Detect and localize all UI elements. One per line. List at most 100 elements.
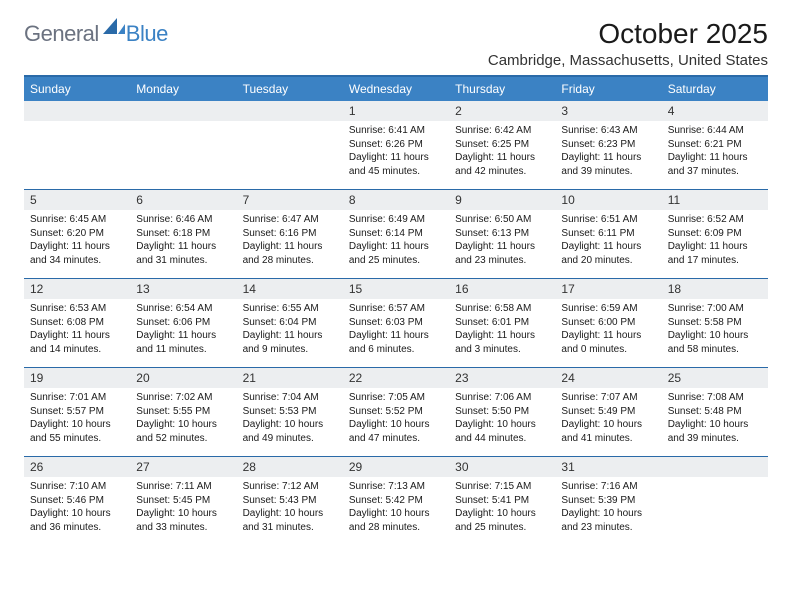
daylight-text: Daylight: 11 hours and 45 minutes. <box>349 151 443 178</box>
daylight-text: Daylight: 11 hours and 23 minutes. <box>455 240 549 267</box>
calendar-day: 19Sunrise: 7:01 AMSunset: 5:57 PMDayligh… <box>24 368 130 456</box>
weekday-header: Tuesday <box>237 77 343 101</box>
daylight-text: Daylight: 11 hours and 34 minutes. <box>30 240 124 267</box>
sunset-text: Sunset: 5:39 PM <box>561 494 655 508</box>
calendar-day: 10Sunrise: 6:51 AMSunset: 6:11 PMDayligh… <box>555 190 661 278</box>
calendar-day-empty <box>662 457 768 545</box>
sunset-text: Sunset: 5:42 PM <box>349 494 443 508</box>
daylight-text: Daylight: 10 hours and 52 minutes. <box>136 418 230 445</box>
sunset-text: Sunset: 5:57 PM <box>30 405 124 419</box>
sunrise-text: Sunrise: 7:08 AM <box>668 391 762 405</box>
daylight-text: Daylight: 10 hours and 28 minutes. <box>349 507 443 534</box>
sunset-text: Sunset: 6:14 PM <box>349 227 443 241</box>
title-block: October 2025 Cambridge, Massachusetts, U… <box>488 18 768 69</box>
calendar-day: 15Sunrise: 6:57 AMSunset: 6:03 PMDayligh… <box>343 279 449 367</box>
day-details: Sunrise: 7:00 AMSunset: 5:58 PMDaylight:… <box>662 299 768 360</box>
day-number: 20 <box>130 368 236 388</box>
day-number: 1 <box>343 101 449 121</box>
calendar-day: 18Sunrise: 7:00 AMSunset: 5:58 PMDayligh… <box>662 279 768 367</box>
sunset-text: Sunset: 5:45 PM <box>136 494 230 508</box>
day-number: 27 <box>130 457 236 477</box>
day-details: Sunrise: 7:05 AMSunset: 5:52 PMDaylight:… <box>343 388 449 449</box>
daylight-text: Daylight: 11 hours and 0 minutes. <box>561 329 655 356</box>
daylight-text: Daylight: 10 hours and 33 minutes. <box>136 507 230 534</box>
sunset-text: Sunset: 5:55 PM <box>136 405 230 419</box>
day-details: Sunrise: 7:06 AMSunset: 5:50 PMDaylight:… <box>449 388 555 449</box>
sunset-text: Sunset: 6:06 PM <box>136 316 230 330</box>
daylight-text: Daylight: 10 hours and 47 minutes. <box>349 418 443 445</box>
sunrise-text: Sunrise: 7:05 AM <box>349 391 443 405</box>
sunset-text: Sunset: 6:18 PM <box>136 227 230 241</box>
day-details: Sunrise: 7:16 AMSunset: 5:39 PMDaylight:… <box>555 477 661 538</box>
sunset-text: Sunset: 5:48 PM <box>668 405 762 419</box>
day-details: Sunrise: 6:57 AMSunset: 6:03 PMDaylight:… <box>343 299 449 360</box>
calendar-day: 3Sunrise: 6:43 AMSunset: 6:23 PMDaylight… <box>555 101 661 189</box>
weekday-header: Monday <box>130 77 236 101</box>
sunset-text: Sunset: 6:09 PM <box>668 227 762 241</box>
day-details: Sunrise: 6:46 AMSunset: 6:18 PMDaylight:… <box>130 210 236 271</box>
day-details: Sunrise: 7:04 AMSunset: 5:53 PMDaylight:… <box>237 388 343 449</box>
sunrise-text: Sunrise: 6:42 AM <box>455 124 549 138</box>
day-number: 6 <box>130 190 236 210</box>
sunset-text: Sunset: 6:01 PM <box>455 316 549 330</box>
daylight-text: Daylight: 11 hours and 42 minutes. <box>455 151 549 178</box>
sunset-text: Sunset: 5:46 PM <box>30 494 124 508</box>
day-number: 31 <box>555 457 661 477</box>
weekday-header-row: Sunday Monday Tuesday Wednesday Thursday… <box>24 77 768 101</box>
calendar-day: 8Sunrise: 6:49 AMSunset: 6:14 PMDaylight… <box>343 190 449 278</box>
sunrise-text: Sunrise: 7:06 AM <box>455 391 549 405</box>
daylight-text: Daylight: 10 hours and 49 minutes. <box>243 418 337 445</box>
brand-word-2: Blue <box>126 21 168 47</box>
calendar-day: 13Sunrise: 6:54 AMSunset: 6:06 PMDayligh… <box>130 279 236 367</box>
page-title: October 2025 <box>488 18 768 50</box>
calendar-day: 28Sunrise: 7:12 AMSunset: 5:43 PMDayligh… <box>237 457 343 545</box>
calendar-week: 26Sunrise: 7:10 AMSunset: 5:46 PMDayligh… <box>24 456 768 545</box>
day-details: Sunrise: 6:54 AMSunset: 6:06 PMDaylight:… <box>130 299 236 360</box>
sunset-text: Sunset: 6:21 PM <box>668 138 762 152</box>
day-number: 23 <box>449 368 555 388</box>
calendar-week: 5Sunrise: 6:45 AMSunset: 6:20 PMDaylight… <box>24 189 768 278</box>
daylight-text: Daylight: 11 hours and 17 minutes. <box>668 240 762 267</box>
calendar-day: 25Sunrise: 7:08 AMSunset: 5:48 PMDayligh… <box>662 368 768 456</box>
calendar-day: 7Sunrise: 6:47 AMSunset: 6:16 PMDaylight… <box>237 190 343 278</box>
sunrise-text: Sunrise: 7:13 AM <box>349 480 443 494</box>
day-number: 24 <box>555 368 661 388</box>
sunrise-text: Sunrise: 6:57 AM <box>349 302 443 316</box>
sunset-text: Sunset: 6:04 PM <box>243 316 337 330</box>
calendar-day: 2Sunrise: 6:42 AMSunset: 6:25 PMDaylight… <box>449 101 555 189</box>
weeks-container: 1Sunrise: 6:41 AMSunset: 6:26 PMDaylight… <box>24 101 768 545</box>
calendar-day: 9Sunrise: 6:50 AMSunset: 6:13 PMDaylight… <box>449 190 555 278</box>
day-number: 7 <box>237 190 343 210</box>
day-number: 11 <box>662 190 768 210</box>
day-details: Sunrise: 6:51 AMSunset: 6:11 PMDaylight:… <box>555 210 661 271</box>
sunset-text: Sunset: 5:43 PM <box>243 494 337 508</box>
sunrise-text: Sunrise: 6:45 AM <box>30 213 124 227</box>
location-subtitle: Cambridge, Massachusetts, United States <box>488 52 768 69</box>
day-details: Sunrise: 6:47 AMSunset: 6:16 PMDaylight:… <box>237 210 343 271</box>
daylight-text: Daylight: 11 hours and 9 minutes. <box>243 329 337 356</box>
sunrise-text: Sunrise: 7:07 AM <box>561 391 655 405</box>
weekday-header: Wednesday <box>343 77 449 101</box>
sunrise-text: Sunrise: 6:53 AM <box>30 302 124 316</box>
weekday-header: Friday <box>555 77 661 101</box>
calendar: Sunday Monday Tuesday Wednesday Thursday… <box>24 75 768 545</box>
day-details: Sunrise: 7:11 AMSunset: 5:45 PMDaylight:… <box>130 477 236 538</box>
sunset-text: Sunset: 5:52 PM <box>349 405 443 419</box>
calendar-day: 5Sunrise: 6:45 AMSunset: 6:20 PMDaylight… <box>24 190 130 278</box>
calendar-day: 17Sunrise: 6:59 AMSunset: 6:00 PMDayligh… <box>555 279 661 367</box>
sunrise-text: Sunrise: 6:58 AM <box>455 302 549 316</box>
day-details: Sunrise: 6:50 AMSunset: 6:13 PMDaylight:… <box>449 210 555 271</box>
calendar-day: 30Sunrise: 7:15 AMSunset: 5:41 PMDayligh… <box>449 457 555 545</box>
sunset-text: Sunset: 6:08 PM <box>30 316 124 330</box>
calendar-day: 1Sunrise: 6:41 AMSunset: 6:26 PMDaylight… <box>343 101 449 189</box>
day-number: 14 <box>237 279 343 299</box>
day-details: Sunrise: 6:52 AMSunset: 6:09 PMDaylight:… <box>662 210 768 271</box>
daylight-text: Daylight: 11 hours and 6 minutes. <box>349 329 443 356</box>
calendar-day-empty <box>237 101 343 189</box>
day-number <box>237 101 343 121</box>
daylight-text: Daylight: 10 hours and 39 minutes. <box>668 418 762 445</box>
sunrise-text: Sunrise: 7:01 AM <box>30 391 124 405</box>
sunrise-text: Sunrise: 7:11 AM <box>136 480 230 494</box>
day-number: 4 <box>662 101 768 121</box>
sunrise-text: Sunrise: 6:47 AM <box>243 213 337 227</box>
